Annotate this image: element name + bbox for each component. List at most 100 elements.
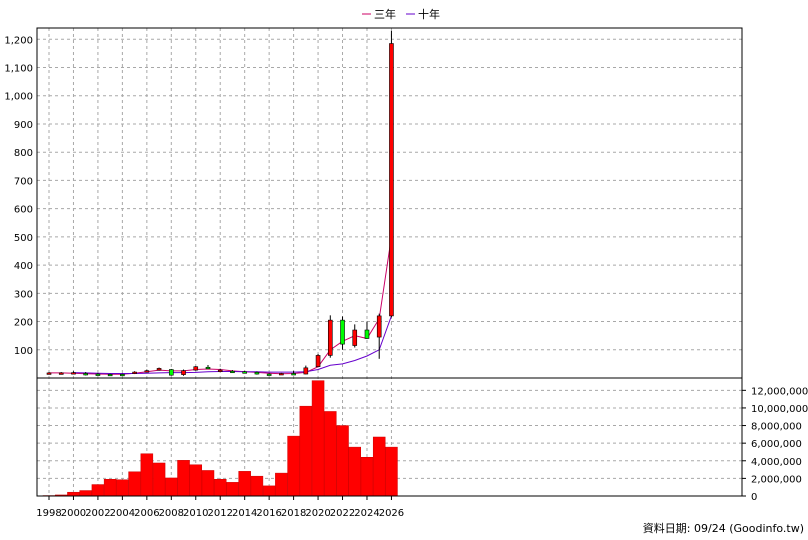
price-tick-label: 400 (14, 261, 33, 272)
price-candles (46, 30, 394, 377)
volume-bar (128, 471, 141, 497)
axis-labels: 100 200 300 400 500 600 700 800 900 1,000 1,100 1,2… (4, 35, 808, 519)
candle-body (58, 372, 64, 375)
volume-bar (91, 484, 105, 497)
candle (352, 324, 358, 348)
legend-label: 十年 (418, 7, 440, 21)
year-tick-label: 2004 (110, 508, 135, 519)
volume-bar (201, 470, 215, 497)
volume-bar (116, 479, 129, 497)
volume-bar (226, 482, 239, 497)
candle-body (352, 329, 358, 346)
year-tick-label: 1998 (36, 508, 61, 519)
candle-body (327, 319, 333, 356)
candle-body (340, 319, 345, 345)
volume-bar (213, 479, 227, 497)
candle (315, 354, 321, 368)
volume-bar (360, 457, 374, 497)
candle-body (95, 373, 101, 376)
price-tick-label: 200 (14, 318, 33, 329)
year-tick-label: 2024 (354, 508, 379, 519)
volume-bar (177, 460, 190, 497)
volume-bar (299, 405, 313, 497)
candle-body (120, 374, 125, 377)
year-tick-label: 2002 (85, 508, 110, 519)
volume-tick-label: 8,000,000 (751, 422, 802, 433)
year-tick-label: 2000 (61, 508, 86, 519)
candle (144, 369, 150, 373)
candle (120, 373, 125, 377)
candle-body (46, 372, 52, 375)
volume-bar (238, 471, 251, 497)
candle-body (132, 371, 137, 374)
year-tick-label: 2006 (134, 508, 159, 519)
candle (181, 369, 186, 376)
candle (193, 366, 199, 371)
year-tick-label: 2012 (207, 508, 232, 519)
year-tick-label: 2014 (232, 508, 257, 519)
candle-body (389, 43, 394, 317)
candle-body (315, 355, 321, 368)
candle (364, 321, 370, 339)
candle-body (230, 370, 235, 374)
data-date-credit: 資料日期: 09/24 (Goodinfo.tw) (643, 521, 804, 535)
price-tick-label: 800 (14, 148, 33, 159)
candle-body (376, 315, 382, 338)
candle-body (242, 371, 247, 374)
candle-body (169, 369, 174, 376)
candle-body (254, 372, 260, 375)
year-tick-label: 2020 (305, 508, 330, 519)
price-tick-label: 500 (14, 233, 33, 244)
candle-body (205, 366, 211, 370)
plot-frames (36, 27, 743, 497)
volume-bar (336, 425, 349, 497)
volume-panel-frame (36, 377, 743, 497)
candle (46, 372, 52, 375)
volume-bar (165, 477, 178, 497)
volume-bar (262, 485, 276, 497)
candle (327, 315, 333, 358)
candle (340, 316, 345, 350)
candle-body (217, 369, 223, 372)
volume-tick-label: 10,000,000 (751, 404, 808, 415)
candle-body (107, 374, 113, 377)
price-tick-label: 700 (14, 176, 33, 187)
candle (389, 30, 394, 318)
candle-body (303, 367, 309, 375)
candle (95, 373, 101, 376)
candle-body (364, 329, 370, 339)
volume-tick-label: 12,000,000 (751, 386, 808, 397)
candle (279, 372, 284, 376)
price-tick-label: 1,000 (4, 92, 33, 103)
volume-bar (140, 453, 154, 497)
volume-bar (152, 462, 166, 497)
volume-bar (275, 472, 288, 497)
year-tick-label: 2008 (159, 508, 184, 519)
volume-bar (287, 435, 300, 497)
candle-body (181, 370, 186, 375)
candle (107, 373, 113, 377)
price-tick-label: 1,100 (4, 64, 33, 75)
price-tick-label: 100 (14, 346, 33, 357)
volume-bar (67, 491, 80, 497)
volume-tick-label: 2,000,000 (751, 474, 802, 485)
volume-bar (324, 411, 337, 497)
price-tick-label: 1,200 (4, 35, 33, 46)
candle (132, 371, 137, 375)
candle (266, 373, 272, 376)
volume-bar (79, 490, 92, 497)
candle (71, 371, 76, 375)
price-tick-label: 300 (14, 289, 33, 300)
volume-bar (348, 446, 361, 497)
price-tick-label: 600 (14, 205, 33, 216)
legend-label: 三年 (374, 7, 396, 21)
price-tick-label: 900 (14, 120, 33, 131)
candle (230, 370, 235, 374)
year-tick-label: 2016 (256, 508, 281, 519)
candle-body (83, 373, 88, 376)
chart-legend: 三年 十年 (362, 7, 440, 21)
candle (58, 372, 64, 375)
volume-bar (385, 446, 398, 497)
candle-body (71, 372, 76, 375)
candle-body (279, 373, 284, 376)
